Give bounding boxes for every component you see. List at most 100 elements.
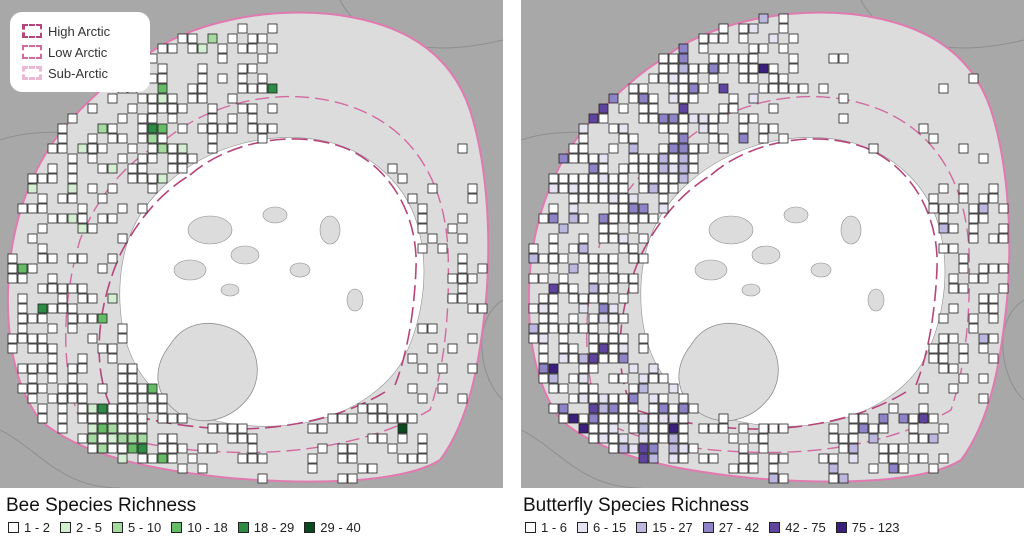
richness-cell: [57, 393, 68, 404]
richness-cell: [578, 413, 589, 424]
richness-cell: [127, 403, 138, 414]
richness-cell: [938, 423, 949, 434]
richness-cell: [578, 373, 589, 384]
richness-cell: [57, 383, 68, 394]
richness-cell: [548, 313, 559, 324]
richness-cell: [87, 153, 98, 164]
bee-class-swatch: [237, 521, 249, 533]
richness-cell: [47, 363, 58, 374]
richness-cell: [618, 443, 629, 454]
richness-cell: [748, 63, 759, 74]
richness-cell: [758, 443, 769, 454]
richness-cell: [47, 143, 58, 154]
richness-cell: [548, 203, 559, 214]
richness-cell: [588, 383, 599, 394]
richness-cell: [447, 343, 458, 354]
richness-cell: [27, 333, 38, 344]
richness-cell: [568, 183, 579, 194]
richness-cell: [427, 233, 438, 244]
richness-cell: [548, 183, 559, 194]
bee-map-panel: High Arctic Low Arctic Sub-Arctic: [0, 0, 503, 488]
richness-cell: [77, 223, 88, 234]
richness-cell: [548, 283, 559, 294]
island: [220, 283, 240, 297]
richness-cell: [878, 443, 889, 454]
richness-cell: [27, 263, 38, 274]
richness-cell: [618, 313, 629, 324]
richness-cell: [317, 423, 328, 434]
richness-cell: [157, 103, 168, 114]
butterfly-class-label: 6 - 15: [593, 519, 627, 535]
richness-cell: [718, 23, 729, 34]
richness-cell: [558, 413, 569, 424]
richness-cell: [618, 133, 629, 144]
richness-cell: [618, 333, 629, 344]
richness-cell: [988, 183, 999, 194]
richness-cell: [718, 423, 729, 434]
richness-cell: [457, 283, 468, 294]
richness-cell: [157, 43, 168, 54]
richness-cell: [678, 143, 689, 154]
bee-class-1: 1 - 2: [8, 520, 50, 535]
richness-cell: [838, 113, 849, 124]
richness-cell: [608, 273, 619, 284]
richness-cell: [778, 13, 789, 24]
richness-cell: [147, 393, 158, 404]
richness-cell: [177, 413, 188, 424]
richness-cell: [588, 253, 599, 264]
richness-cell: [87, 423, 98, 434]
richness-cell: [638, 213, 649, 224]
richness-cell: [888, 443, 899, 454]
richness-cell: [107, 403, 118, 414]
richness-cell: [768, 103, 779, 114]
richness-cell: [578, 383, 589, 394]
richness-cell: [938, 243, 949, 254]
richness-cell: [748, 53, 759, 64]
richness-cell: [578, 323, 589, 334]
bee-class-6: 29 - 40: [304, 520, 361, 535]
richness-cell: [77, 313, 88, 324]
richness-cell: [618, 243, 629, 254]
richness-cell: [57, 403, 68, 414]
richness-cell: [708, 53, 719, 64]
richness-cell: [738, 23, 749, 34]
richness-cell: [668, 133, 679, 144]
richness-cell: [618, 103, 629, 114]
richness-cell: [77, 143, 88, 154]
richness-cell: [548, 253, 559, 264]
richness-cell: [588, 283, 599, 294]
richness-cell: [778, 453, 789, 464]
richness-cell: [568, 173, 579, 184]
richness-cell: [67, 373, 78, 384]
richness-cell: [588, 263, 599, 274]
richness-cell: [728, 103, 739, 114]
richness-cell: [958, 253, 969, 264]
island: [187, 215, 233, 245]
richness-cell: [618, 233, 629, 244]
richness-cell: [437, 243, 448, 254]
richness-cell: [618, 123, 629, 134]
richness-cell: [57, 423, 68, 434]
richness-cell: [588, 423, 599, 434]
richness-cell: [167, 113, 178, 124]
richness-cell: [558, 383, 569, 394]
richness-cell: [37, 223, 48, 234]
richness-cell: [768, 73, 779, 84]
richness-cell: [548, 233, 559, 244]
richness-cell: [417, 433, 428, 444]
richness-cell: [658, 373, 669, 384]
richness-cell: [798, 83, 809, 94]
richness-cell: [568, 313, 579, 324]
richness-cell: [588, 403, 599, 414]
richness-cell: [538, 293, 549, 304]
richness-cell: [828, 53, 839, 64]
island: [810, 262, 832, 278]
richness-cell: [608, 173, 619, 184]
richness-cell: [748, 113, 759, 124]
richness-cell: [117, 203, 128, 214]
greenland: [157, 322, 258, 422]
richness-cell: [47, 393, 58, 404]
richness-cell: [628, 223, 639, 234]
richness-cell: [748, 23, 759, 34]
richness-cell: [117, 333, 128, 344]
